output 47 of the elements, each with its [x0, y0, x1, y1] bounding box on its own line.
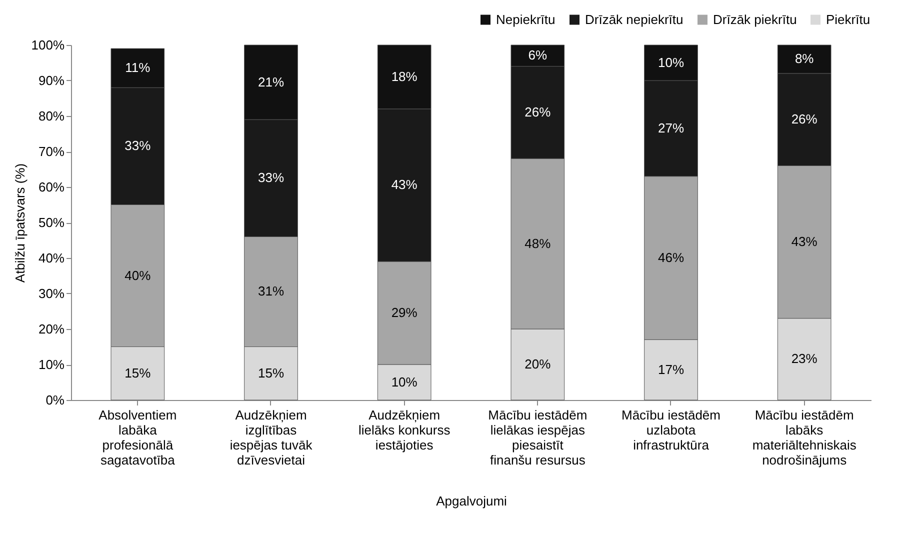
data-label: 33% — [124, 138, 152, 154]
y-tick-label: 30% — [38, 286, 65, 301]
y-axis-title: Atbilžu īpatsvars (%) — [12, 163, 28, 283]
data-label: 15% — [258, 365, 284, 380]
y-tick-label: 50% — [38, 215, 65, 230]
data-label: 27% — [658, 120, 684, 136]
y-tick-label: 70% — [38, 144, 65, 159]
y-tick-label: 0% — [46, 392, 65, 408]
data-label: 23% — [791, 351, 818, 366]
data-label: 33% — [258, 170, 284, 186]
legend-label: Drīzāk piekrītu — [713, 12, 797, 27]
x-tick-label: Audzēkņiem lielāks konkurss iestājoties — [358, 408, 451, 452]
x-tick-label: Mācību iestādēm labāks materiāltehniskais nodrošinājums — [752, 408, 857, 468]
x-tick-label: Mācību iestādēm uzlabota infrastruktūra — [622, 408, 720, 452]
data-label: 31% — [258, 284, 284, 299]
data-label: 46% — [658, 250, 684, 265]
data-label: 20% — [524, 356, 552, 372]
data-label: 10% — [658, 54, 684, 70]
data-label: 40% — [124, 268, 152, 283]
data-label: 11% — [125, 60, 151, 76]
data-label: 21% — [258, 74, 284, 90]
data-label: 10% — [391, 374, 418, 390]
x-tick-label: Mācību iestādēm lielākas iespējas piesaistīt finanšu resursus — [488, 408, 588, 468]
data-label: 6% — [528, 48, 548, 63]
data-label: 43% — [391, 177, 418, 192]
data-label: 18% — [391, 68, 418, 84]
data-label: 8% — [794, 51, 814, 66]
x-tick-label: Absolventiem labāka profesionālā sagatavotība — [98, 408, 177, 468]
y-tick-label: 20% — [38, 322, 65, 336]
y-tick-label: 60% — [38, 180, 65, 194]
y-tick-label: 90% — [38, 73, 65, 88]
legend-label: Piekrītu — [826, 12, 870, 27]
y-tick-label: 10% — [38, 357, 65, 372]
x-axis-title: Apgalvojumi — [436, 494, 508, 508]
y-tick-label: 80% — [38, 108, 65, 124]
legend-label: Nepiekrītu — [496, 12, 556, 27]
legend-label: Drīzāk nepiekrītu — [585, 12, 684, 27]
data-label: 15% — [124, 365, 152, 380]
y-tick-label: 40% — [38, 250, 65, 266]
data-label: 29% — [391, 305, 418, 320]
data-label: 26% — [524, 104, 552, 120]
data-label: 43% — [791, 234, 818, 250]
x-tick-label: Audzēkņiem izglītības iespējas tuvāk dzīvesvietai — [230, 408, 313, 468]
y-tick-label: 100% — [31, 38, 65, 52]
data-label: 17% — [658, 362, 684, 377]
data-label: 48% — [524, 236, 552, 251]
data-label: 26% — [791, 112, 818, 127]
